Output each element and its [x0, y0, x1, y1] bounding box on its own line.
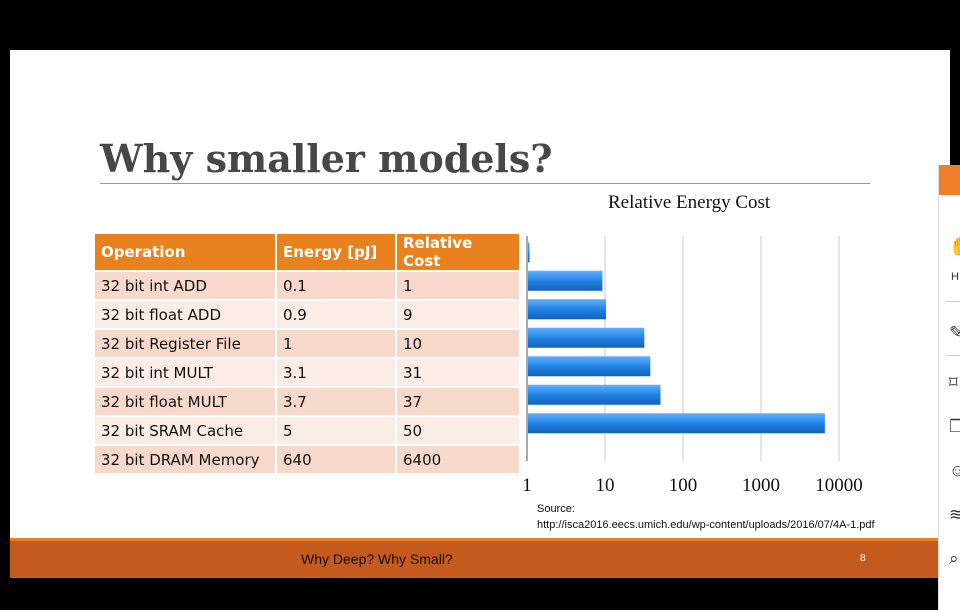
x-tick-label: 10 — [596, 475, 615, 496]
page-number: 8 — [860, 553, 866, 564]
column-header-energy: Energy [pJ] — [277, 234, 397, 270]
copy-icon[interactable]: ❐ — [949, 417, 960, 436]
cell-operation: 32 bit int MULT — [95, 357, 277, 386]
chart-bar — [528, 270, 603, 291]
cell-energy: 640 — [277, 444, 397, 473]
table-row: 32 bit float ADD 0.9 9 — [95, 299, 521, 328]
cell-operation: 32 bit SRAM Cache — [95, 415, 277, 444]
chart-bar — [528, 356, 651, 377]
hand-icon[interactable]: ✋ — [949, 237, 960, 256]
table-row: 32 bit DRAM Memory 640 6400 — [95, 444, 521, 473]
cell-operation: 32 bit Register File — [95, 328, 277, 357]
column-header-operation: Operation — [95, 234, 277, 270]
attach-icon[interactable]: ⌕ — [949, 549, 959, 568]
side-toolbar-label: H — [951, 271, 959, 283]
comment-icon[interactable]: ☺ — [949, 461, 960, 480]
cell-relative-cost: 50 — [397, 415, 521, 444]
source-link[interactable]: http://isca2016.eecs.umich.edu/wp-conten… — [537, 519, 875, 531]
chart-bar — [528, 299, 606, 320]
cell-relative-cost: 37 — [397, 386, 521, 415]
side-toolbar-header — [939, 165, 960, 195]
footer-text: Why Deep? Why Small? — [301, 551, 453, 567]
cell-energy: 3.7 — [277, 386, 397, 415]
energy-bar-chart: 1 10 100 1000 10000 — [522, 236, 863, 496]
pen-icon[interactable]: ✎ — [949, 323, 960, 342]
title-divider — [100, 183, 870, 184]
cell-operation: 32 bit DRAM Memory — [95, 444, 277, 473]
cell-relative-cost: 9 — [397, 299, 521, 328]
slide: Why smaller models? Operation Energy [pJ… — [10, 50, 950, 578]
table-row: 32 bit Register File 1 10 — [95, 328, 521, 357]
cell-energy: 5 — [277, 415, 397, 444]
side-divider — [945, 355, 960, 356]
x-tick-label: 100 — [669, 475, 698, 496]
side-divider — [945, 301, 960, 302]
cell-operation: 32 bit float MULT — [95, 386, 277, 415]
source-citation: Source: http://isca2016.eecs.umich.edu/w… — [537, 501, 875, 533]
chart-bar — [528, 413, 825, 434]
footer-accent-line — [10, 538, 950, 541]
x-tick-label: 10000 — [815, 475, 863, 496]
table-row: 32 bit int ADD 0.1 1 — [95, 270, 521, 299]
slide-title: Why smaller models? — [100, 136, 553, 181]
x-tick-label: 1 — [522, 475, 532, 496]
table-row: 32 bit SRAM Cache 5 50 — [95, 415, 521, 444]
cell-relative-cost: 10 — [397, 328, 521, 357]
table-row: 32 bit int MULT 3.1 31 — [95, 357, 521, 386]
chart-bar — [528, 384, 661, 405]
source-label: Source: — [537, 503, 575, 515]
chart-title: Relative Energy Cost — [608, 192, 771, 213]
bookmark-icon[interactable]: ⌑ — [949, 373, 958, 392]
cell-relative-cost: 6400 — [397, 444, 521, 473]
layers-icon[interactable]: ≋ — [949, 505, 960, 524]
cell-operation: 32 bit int ADD — [95, 270, 277, 299]
table-header-row: Operation Energy [pJ] Relative Cost — [95, 234, 521, 270]
energy-table: Operation Energy [pJ] Relative Cost 32 b… — [95, 234, 521, 473]
cell-energy: 1 — [277, 328, 397, 357]
chart-bar — [528, 242, 530, 263]
cell-operation: 32 bit float ADD — [95, 299, 277, 328]
cell-relative-cost: 31 — [397, 357, 521, 386]
cell-relative-cost: 1 — [397, 270, 521, 299]
slide-footer: Why Deep? Why Small? 8 — [10, 538, 950, 578]
column-header-relative-cost: Relative Cost — [397, 234, 521, 270]
x-tick-label: 1000 — [742, 475, 780, 496]
chart-bar — [528, 327, 645, 348]
table-row: 32 bit float MULT 3.7 37 — [95, 386, 521, 415]
cell-energy: 0.9 — [277, 299, 397, 328]
cell-energy: 0.1 — [277, 270, 397, 299]
cell-energy: 3.1 — [277, 357, 397, 386]
side-toolbar: ✋ H ✎ ⌑ ❐ ☺ ≋ ⌕ — [938, 165, 960, 610]
